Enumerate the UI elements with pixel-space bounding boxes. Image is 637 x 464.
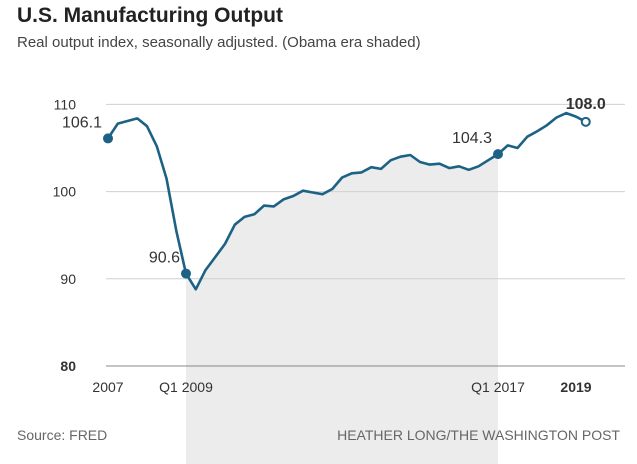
data-label-90.6: 90.6 bbox=[149, 250, 180, 267]
y-tick-label-90: 90 bbox=[60, 271, 76, 287]
point-marker-90.6 bbox=[181, 268, 191, 279]
y-tick-label-100: 100 bbox=[53, 184, 77, 200]
x-tick-label-q1-2009: Q1 2009 bbox=[159, 379, 213, 395]
point-marker-106.1 bbox=[103, 133, 113, 144]
chart-title: U.S. Manufacturing Output bbox=[17, 4, 283, 27]
source-note: Source: FRED bbox=[17, 427, 108, 443]
x-tick-label-2007: 2007 bbox=[92, 379, 123, 395]
y-tick-label-110: 110 bbox=[54, 96, 77, 112]
obama-era-shading bbox=[186, 154, 498, 464]
chart-subtitle: Real output index, seasonally adjusted. … bbox=[17, 34, 421, 51]
x-tick-label-2019: 2019 bbox=[560, 379, 591, 395]
point-marker-104.3 bbox=[493, 149, 503, 160]
data-label-106.1: 106.1 bbox=[62, 114, 102, 131]
y-tick-label-80: 80 bbox=[60, 358, 76, 374]
data-label-104.3: 104.3 bbox=[452, 130, 492, 147]
credit-note: HEATHER LONG/THE WASHINGTON POST bbox=[337, 427, 620, 443]
data-label-108.0: 108.0 bbox=[566, 96, 606, 113]
point-marker-108.0 bbox=[580, 116, 591, 127]
x-tick-label-q1-2017: Q1 2017 bbox=[471, 379, 525, 395]
